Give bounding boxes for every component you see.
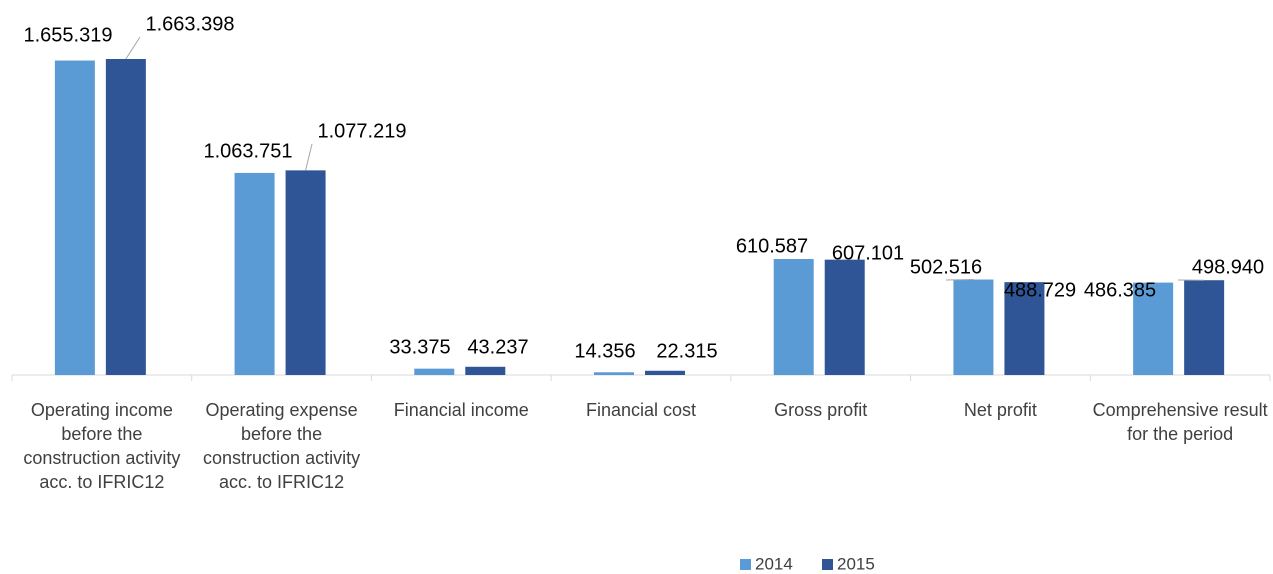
data-label: 502.516 bbox=[910, 256, 982, 278]
bar bbox=[1184, 280, 1225, 375]
x-tick-label: Operating income before the construction… bbox=[23, 400, 181, 492]
data-label: 1.063.751 bbox=[204, 140, 293, 162]
legend-label: 2014 bbox=[755, 554, 793, 573]
data-label: 22.315 bbox=[656, 340, 717, 362]
bar bbox=[285, 170, 326, 375]
data-label: 43.237 bbox=[467, 336, 528, 358]
bar bbox=[645, 370, 685, 375]
data-label: 14.356 bbox=[574, 340, 635, 362]
data-label: 488.729 bbox=[1004, 279, 1076, 301]
bar bbox=[1133, 282, 1174, 375]
bar bbox=[105, 59, 146, 375]
data-label: 486.385 bbox=[1084, 279, 1156, 301]
data-label: 1.663.398 bbox=[146, 13, 235, 35]
data-label: 498.940 bbox=[1192, 256, 1264, 278]
x-tick-label: Net profit bbox=[963, 400, 1037, 420]
x-tick-label: Operating expense before the constructio… bbox=[203, 400, 361, 492]
x-tick-label: Comprehensive result for the period bbox=[1092, 400, 1268, 444]
x-tick-label: Financial income bbox=[393, 400, 529, 420]
bar bbox=[465, 366, 506, 375]
bar bbox=[773, 259, 814, 375]
bar bbox=[824, 259, 865, 375]
data-label: 610.587 bbox=[736, 235, 808, 257]
legend-swatch bbox=[822, 559, 833, 570]
x-tick-label: Financial cost bbox=[585, 400, 697, 420]
bar bbox=[54, 60, 95, 375]
leader-line bbox=[305, 143, 313, 171]
data-label: 33.375 bbox=[389, 336, 450, 358]
leader-line bbox=[125, 36, 141, 60]
legend-label: 2015 bbox=[837, 554, 875, 573]
bar bbox=[234, 172, 275, 375]
bar bbox=[1004, 282, 1045, 375]
data-label: 607.101 bbox=[832, 242, 904, 264]
bar bbox=[953, 279, 994, 375]
data-label: 1.077.219 bbox=[318, 120, 407, 142]
bar bbox=[594, 372, 634, 375]
legend-swatch bbox=[740, 559, 751, 570]
x-tick-label: Gross profit bbox=[774, 400, 868, 420]
bar bbox=[414, 368, 455, 375]
data-label: 1.655.319 bbox=[24, 24, 113, 46]
